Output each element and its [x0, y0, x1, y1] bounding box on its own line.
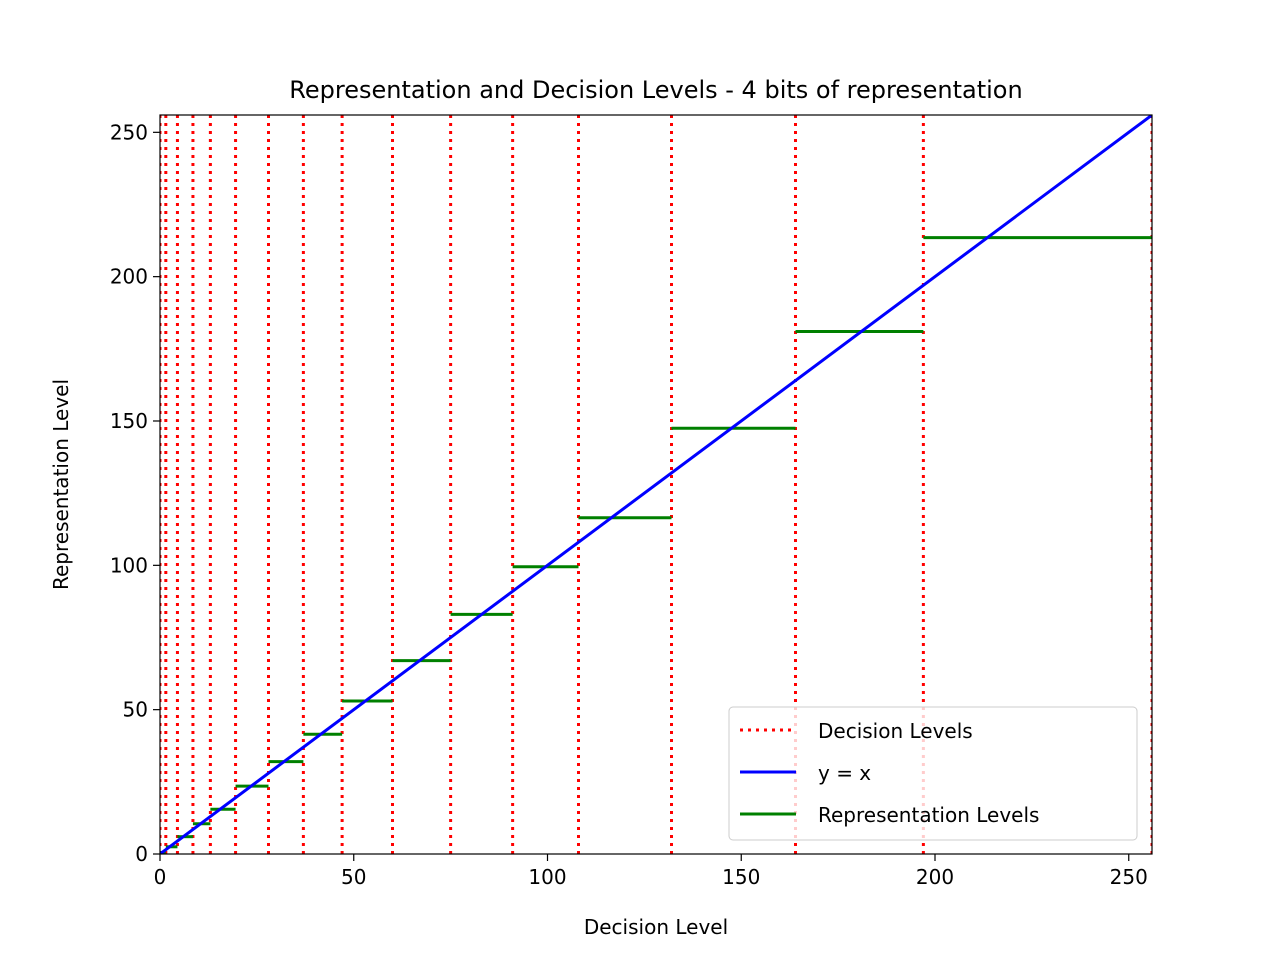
y-tick-label: 250: [110, 120, 148, 144]
identity-line: [160, 115, 1152, 854]
y-tick-label: 150: [110, 409, 148, 433]
x-axis-ticks: 0 50 100 150 200 250: [154, 854, 1148, 889]
y-axis-ticks: 0 50 100 150 200 250: [110, 120, 160, 866]
x-axis-label: Decision Level: [584, 915, 728, 939]
y-axis-label: Representation Level: [49, 379, 73, 590]
y-tick-label: 100: [110, 553, 148, 577]
plot-area: [160, 115, 1152, 854]
y-tick-label: 0: [135, 842, 148, 866]
plot-content: [160, 115, 1152, 854]
legend-label-decision-levels: Decision Levels: [818, 719, 973, 743]
x-tick-label: 200: [916, 865, 954, 889]
y-tick-label: 50: [123, 698, 148, 722]
x-tick-label: 0: [154, 865, 167, 889]
legend: Decision Levels y = x Representation Lev…: [728, 706, 1138, 841]
axes-frame: [159, 114, 1153, 855]
chart-title: Representation and Decision Levels - 4 b…: [289, 76, 1022, 104]
x-tick-label: 150: [722, 865, 760, 889]
x-tick-label: 50: [341, 865, 366, 889]
legend-label-representation-levels: Representation Levels: [818, 803, 1039, 827]
x-tick-label: 100: [528, 865, 566, 889]
legend-label-y-equals-x: y = x: [818, 761, 871, 785]
y-tick-label: 200: [110, 265, 148, 289]
legend-box: [728, 706, 1138, 841]
x-tick-label: 250: [1110, 865, 1148, 889]
